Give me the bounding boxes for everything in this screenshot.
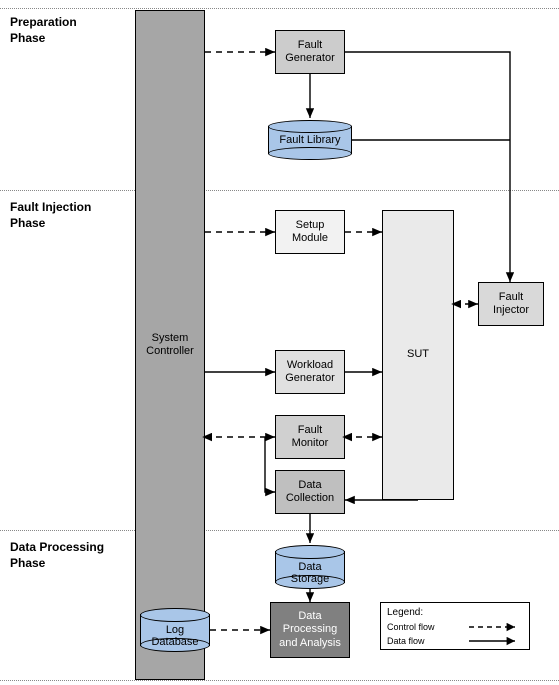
node-data-collection: DataCollection — [275, 470, 345, 514]
node-fault-generator: FaultGenerator — [275, 30, 345, 74]
phase-divider-4 — [0, 680, 559, 681]
legend-control-label: Control flow — [387, 622, 435, 632]
legend-control-arrow-icon — [467, 622, 523, 632]
node-fault-library: Fault Library — [268, 120, 352, 160]
legend-row-control: Control flow — [387, 620, 523, 634]
legend-row-data: Data flow — [387, 634, 523, 648]
node-setup-module: SetupModule — [275, 210, 345, 254]
legend-data-label: Data flow — [387, 636, 425, 646]
legend: Legend: Control flow Data flow — [380, 602, 530, 650]
node-log-database: LogDatabase — [140, 608, 210, 652]
phase-divider-2 — [0, 190, 559, 191]
node-fault-monitor: FaultMonitor — [275, 415, 345, 459]
node-fault-injector: FaultInjector — [478, 282, 544, 326]
node-data-processing: DataProcessingand Analysis — [270, 602, 350, 658]
node-workload-generator: WorkloadGenerator — [275, 350, 345, 394]
node-sut: SUT — [382, 210, 454, 500]
phase-divider-1 — [0, 8, 559, 9]
node-system-controller: SystemController — [135, 10, 205, 680]
phase-label-preparation: PreparationPhase — [10, 15, 77, 46]
phase-divider-3 — [0, 530, 559, 531]
legend-data-arrow-icon — [467, 636, 523, 646]
phase-label-injection: Fault InjectionPhase — [10, 200, 91, 231]
phase-label-processing: Data ProcessingPhase — [10, 540, 104, 571]
node-data-storage: DataStorage — [275, 545, 345, 589]
legend-title: Legend: — [387, 607, 523, 618]
